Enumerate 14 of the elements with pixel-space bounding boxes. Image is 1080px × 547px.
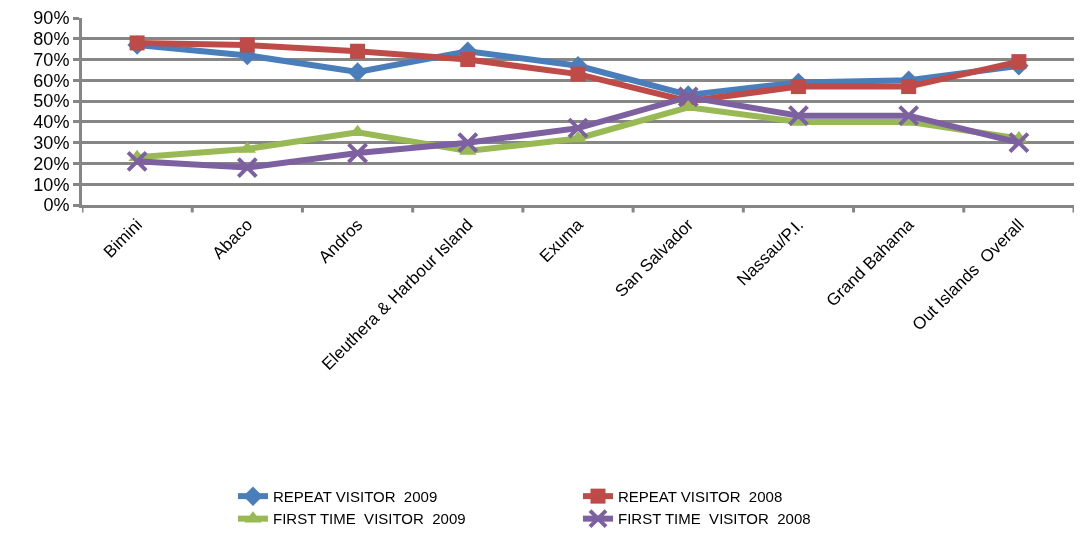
y-tick-label: 20% xyxy=(33,153,70,174)
y-tick-label: 80% xyxy=(33,29,70,50)
legend-label: FIRST TIME VISITOR 2008 xyxy=(618,510,811,528)
y-tick-label: 40% xyxy=(33,112,70,133)
y-tick-label: 50% xyxy=(33,91,70,112)
y-tick-label: 90% xyxy=(33,8,70,29)
y-tick-label: 70% xyxy=(33,49,70,70)
y-tick-label: 60% xyxy=(33,70,70,91)
y-tick-label: 10% xyxy=(33,174,70,195)
legend-label: REPEAT VISITOR 2009 xyxy=(273,487,438,505)
y-tick-label: 0% xyxy=(43,195,70,216)
y-tick-label: 30% xyxy=(33,132,70,153)
legend-label: REPEAT VISITOR 2008 xyxy=(618,487,783,505)
legend-label: FIRST TIME VISITOR 2009 xyxy=(273,510,466,528)
